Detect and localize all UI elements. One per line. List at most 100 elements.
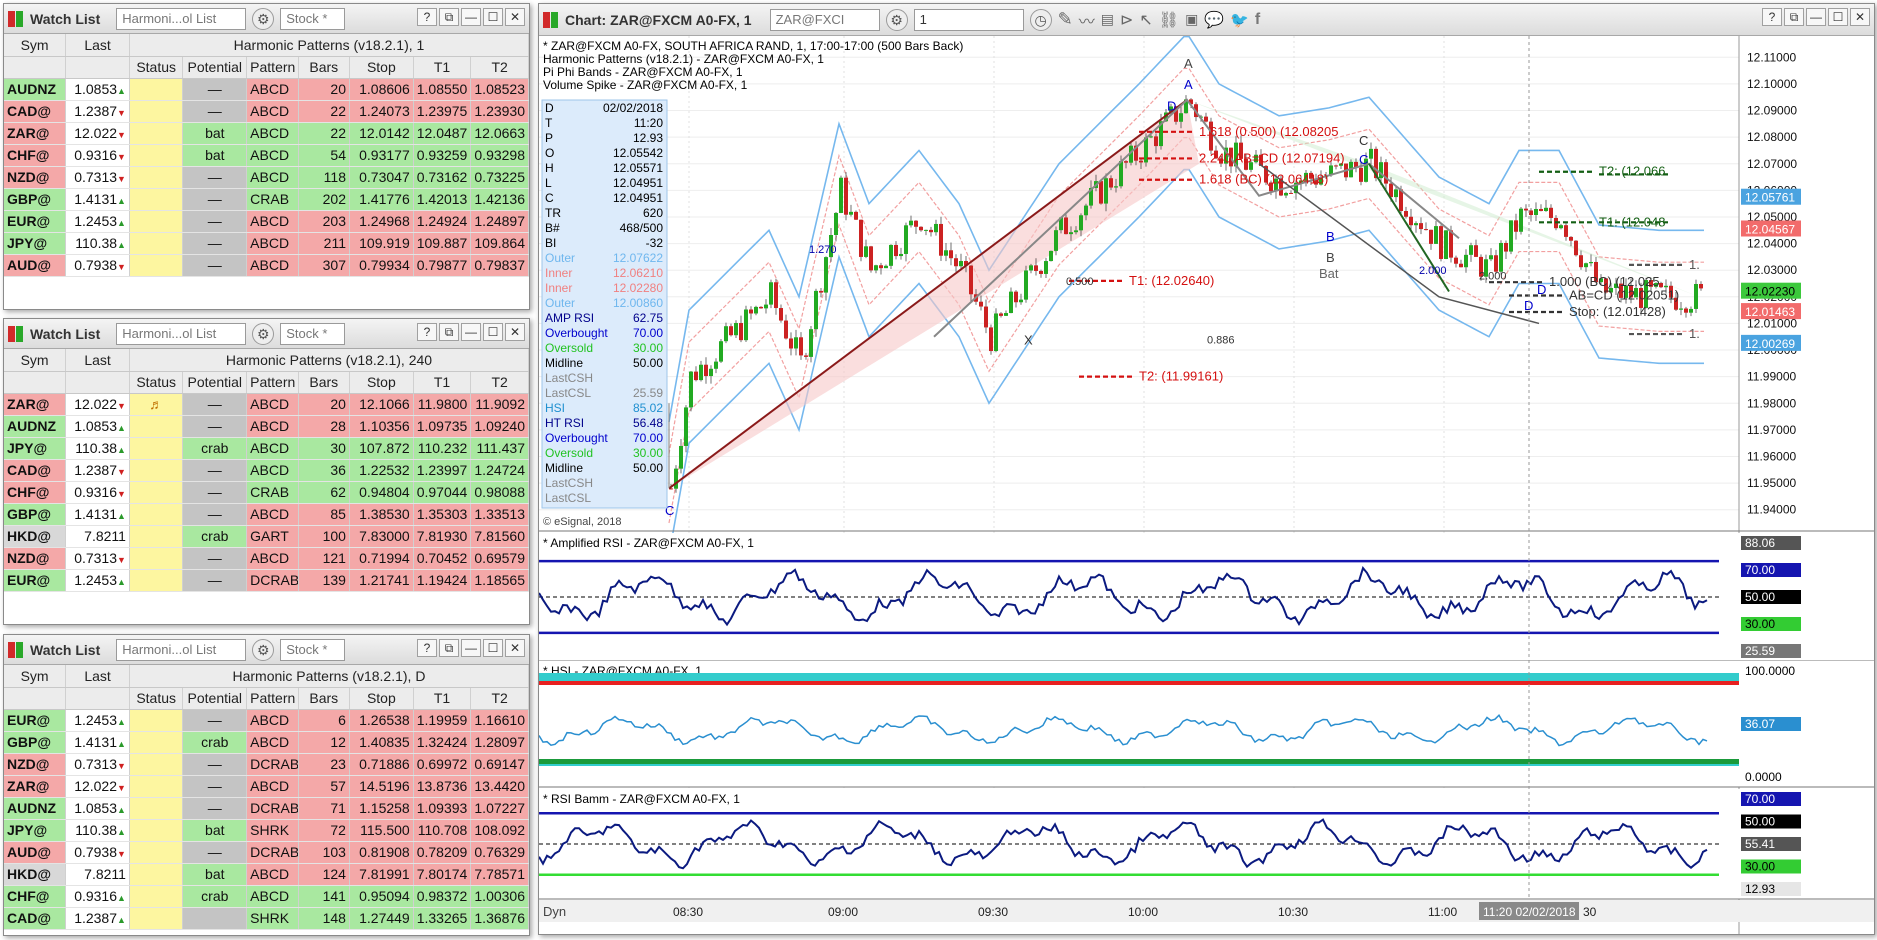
- cell-sym[interactable]: ZAR@: [4, 122, 67, 145]
- cell-sym[interactable]: ZAR@: [4, 393, 67, 416]
- twitter-icon[interactable]: 🐦: [1230, 11, 1249, 29]
- table-row[interactable]: GBP@ 1.4131▲ crab ABCD 12 1.40835 1.32424 1.280…: [4, 731, 529, 754]
- help-button[interactable]: ?: [1762, 8, 1782, 26]
- col-header-t2[interactable]: T2: [470, 56, 529, 79]
- table-row[interactable]: JPY@ 110.38▲ crab ABCD 30 107.872 110.232 111.4…: [4, 437, 529, 460]
- study-header[interactable]: Harmonic Patterns (v18.2.1), 240: [129, 349, 529, 372]
- maximize-button[interactable]: ☐: [483, 8, 503, 26]
- chart-symbol-combo[interactable]: ZAR@FXCI: [769, 8, 880, 31]
- cell-sym[interactable]: JPY@: [4, 819, 67, 842]
- chart-window[interactable]: Chart: ZAR@FXCM A0-FX, 1 ZAR@FXCI ⚙ 1 ◷ …: [538, 3, 1875, 935]
- restore-button[interactable]: ⧉: [439, 639, 459, 657]
- cell-sym[interactable]: GBP@: [4, 731, 67, 754]
- table-row[interactable]: AUDNZ 1.0853▲ — DCRAB 71 1.15258 1.09393 1.0722…: [4, 797, 529, 820]
- col-header-stop[interactable]: Stop: [349, 56, 414, 79]
- cell-sym[interactable]: NZD@: [4, 753, 67, 776]
- col-header-status[interactable]: Status: [129, 371, 184, 394]
- table-row[interactable]: ZAR@ 12.022▼ — ABCD 57 14.5196 13.8736 13.4420: [4, 775, 529, 798]
- col-header-stop[interactable]: Stop: [349, 687, 414, 710]
- cell-sym[interactable]: NZD@: [4, 547, 67, 570]
- close-button[interactable]: ✕: [505, 8, 525, 26]
- help-button[interactable]: ?: [417, 8, 437, 26]
- col-header-sym[interactable]: Sym: [4, 34, 67, 57]
- table-row[interactable]: CAD@ 1.2387▼ — ABCD 36 1.22532 1.23997 1.24724: [4, 459, 529, 482]
- table-row[interactable]: NZD@ 0.7313▼ — ABCD 118 0.73047 0.73162 0.73225: [4, 166, 529, 189]
- table-row[interactable]: GBP@ 1.4131▲ — ABCD 85 1.38530 1.35303 1.33513: [4, 503, 529, 526]
- study-header[interactable]: Harmonic Patterns (v18.2.1), 1: [129, 34, 529, 57]
- cell-sym[interactable]: NZD@: [4, 166, 67, 189]
- maximize-button[interactable]: ☐: [483, 323, 503, 341]
- link-icon[interactable]: ⛓: [1158, 11, 1180, 29]
- col-header-bars[interactable]: Bars: [298, 687, 350, 710]
- col-header-stop[interactable]: Stop: [349, 371, 414, 394]
- minimize-button[interactable]: —: [1806, 8, 1826, 26]
- table-row[interactable]: CAD@ 1.2387▲ SHRK 148 1.27449 1.33265 1.36876: [4, 907, 529, 930]
- col-header-status[interactable]: Status: [129, 56, 184, 79]
- study-header[interactable]: Harmonic Patterns (v18.2.1), D: [129, 665, 529, 688]
- table-row[interactable]: HKD@ 7.8211 bat ABCD 124 7.81991 7.80174 7.7857…: [4, 863, 529, 886]
- col-header-potential[interactable]: Potential: [182, 687, 248, 710]
- layout-settings-gear-icon[interactable]: ⚙: [252, 322, 275, 345]
- col-header-potential[interactable]: Potential: [182, 371, 248, 394]
- col-header-last[interactable]: Last: [65, 349, 130, 372]
- cell-sym[interactable]: EUR@: [4, 569, 67, 592]
- minimize-button[interactable]: —: [461, 639, 481, 657]
- col-header-t2[interactable]: T2: [470, 371, 529, 394]
- table-row[interactable]: AUD@ 0.7938▼ — ABCD 307 0.79934 0.79877 0.79837: [4, 254, 529, 277]
- watchlist-window-3[interactable]: Watch List Harmoni...ol List ⚙ Stock *? ⧉ — ☐ ✕…: [3, 634, 530, 936]
- cursor-icon[interactable]: ↖: [1139, 11, 1153, 29]
- help-button[interactable]: ?: [417, 639, 437, 657]
- layout-combo[interactable]: Harmoni...ol List: [116, 638, 247, 661]
- cell-sym[interactable]: AUD@: [4, 841, 67, 864]
- facebook-icon[interactable]: f: [1254, 10, 1261, 28]
- col-header-bars[interactable]: Bars: [298, 56, 350, 79]
- restore-button[interactable]: ⧉: [1784, 8, 1804, 26]
- col-header-pattern[interactable]: Pattern: [246, 687, 299, 710]
- cell-sym[interactable]: AUDNZ: [4, 78, 67, 101]
- maximize-button[interactable]: ☐: [1828, 8, 1848, 26]
- restore-button[interactable]: ⧉: [439, 8, 459, 26]
- cell-sym[interactable]: CAD@: [4, 100, 67, 123]
- draw-pencil-icon[interactable]: ✎: [1057, 9, 1073, 29]
- table-row[interactable]: NZD@ 0.7313▼ — ABCD 121 0.71994 0.70452 0.69579: [4, 547, 529, 570]
- table-row[interactable]: JPY@ 110.38▲ — ABCD 211 109.919 109.887 109.864: [4, 232, 529, 255]
- help-button[interactable]: ?: [417, 323, 437, 341]
- minimize-button[interactable]: —: [461, 323, 481, 341]
- symbol-input[interactable]: Stock *: [280, 322, 346, 345]
- layout-settings-gear-icon[interactable]: ⚙: [252, 7, 275, 30]
- watchlist-window-1[interactable]: Watch List Harmoni...ol List ⚙ Stock *? ⧉ — ☐ ✕…: [3, 3, 530, 310]
- cell-sym[interactable]: CHF@: [4, 885, 67, 908]
- layout-combo[interactable]: Harmoni...ol List: [116, 7, 247, 30]
- col-header-t1[interactable]: T1: [413, 687, 472, 710]
- cell-sym[interactable]: EUR@: [4, 210, 67, 233]
- table-row[interactable]: EUR@ 1.2453▲ — DCRAB 139 1.21741 1.19424 1.1856…: [4, 569, 529, 592]
- cell-sym[interactable]: HKD@: [4, 525, 67, 548]
- table-row[interactable]: JPY@ 110.38▲ bat SHRK 72 115.500 110.708 108.09…: [4, 819, 529, 842]
- cell-sym[interactable]: JPY@: [4, 232, 67, 255]
- table-row[interactable]: GBP@ 1.4131▲ — CRAB 202 1.41776 1.42013 1.42136: [4, 188, 529, 211]
- col-header-bars[interactable]: Bars: [298, 371, 350, 394]
- layout-combo[interactable]: Harmoni...ol List: [116, 322, 247, 345]
- maximize-button[interactable]: ☐: [483, 639, 503, 657]
- col-header-sym[interactable]: Sym: [4, 665, 67, 688]
- draw-curve-icon[interactable]: 〰: [1078, 13, 1095, 31]
- restore-button[interactable]: ⧉: [439, 323, 459, 341]
- chart-canvas[interactable]: 12.11000 12.10000 12.09000 12.08000 12.07000…: [539, 36, 1875, 934]
- close-button[interactable]: ✕: [505, 323, 525, 341]
- table-row[interactable]: AUD@ 0.7938▼ — DCRAB 103 0.81908 0.78209 0.7632…: [4, 841, 529, 864]
- watchlist-window-2[interactable]: Watch List Harmoni...ol List ⚙ Stock *? ⧉ — ☐ ✕…: [3, 318, 530, 625]
- cell-sym[interactable]: GBP@: [4, 188, 67, 211]
- table-row[interactable]: CAD@ 1.2387▼ — ABCD 22 1.24073 1.23975 1.23930: [4, 100, 529, 123]
- table-row[interactable]: ZAR@ 12.022▼ bat ABCD 22 12.0142 12.0487 12.066…: [4, 122, 529, 145]
- table-row[interactable]: HKD@ 7.8211 crab GART 100 7.83000 7.81930 7.815…: [4, 525, 529, 548]
- cell-sym[interactable]: JPY@: [4, 437, 67, 460]
- table-row[interactable]: CHF@ 0.9316▲ crab ABCD 141 0.95094 0.98372 1.00…: [4, 885, 529, 908]
- symbol-input[interactable]: Stock *: [280, 7, 346, 30]
- col-header-status[interactable]: Status: [129, 687, 184, 710]
- col-header-sym[interactable]: Sym: [4, 349, 67, 372]
- play-icon[interactable]: ⊳: [1119, 11, 1134, 29]
- clock-icon[interactable]: ◷: [1029, 8, 1052, 31]
- close-button[interactable]: ✕: [505, 639, 525, 657]
- layout-settings-gear-icon[interactable]: ⚙: [252, 638, 275, 661]
- minimize-button[interactable]: —: [461, 8, 481, 26]
